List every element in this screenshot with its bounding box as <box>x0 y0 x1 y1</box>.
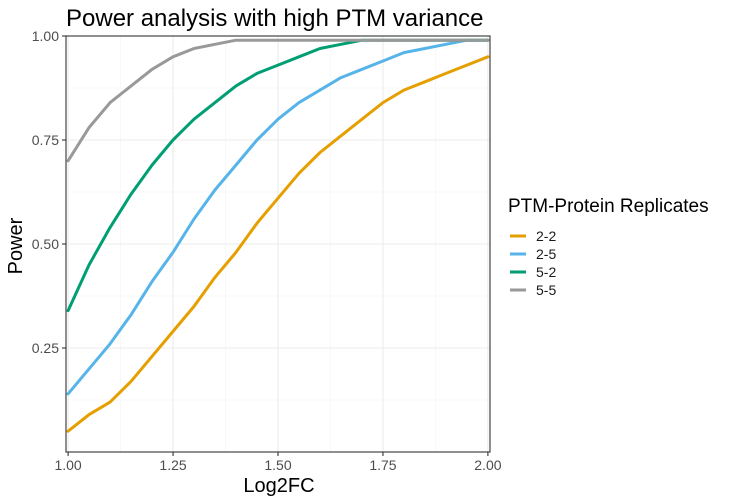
series-line-2-2 <box>66 55 490 433</box>
x-tick-label: 1.75 <box>369 457 396 473</box>
x-axis: 1.00 1.25 1.50 1.75 2.00 <box>54 452 502 473</box>
y-tick-label: 0.25 <box>32 340 59 356</box>
grid-lines <box>66 35 490 452</box>
x-axis-title: Log2FC <box>243 475 314 497</box>
legend-items: 2-2 2-5 5-2 5-5 <box>510 228 556 298</box>
legend-label-5-5: 5-5 <box>536 282 556 298</box>
legend-label-5-2: 5-2 <box>536 264 556 280</box>
x-tick-label: 1.00 <box>54 457 81 473</box>
y-tick-label: 0.75 <box>32 132 59 148</box>
chart-title: Power analysis with high PTM variance <box>66 5 484 32</box>
series-line-5-5 <box>66 38 490 163</box>
legend-title: PTM-Protein Replicates <box>508 196 709 217</box>
y-tick-label: 0.50 <box>32 236 59 252</box>
x-tick-label: 1.50 <box>264 457 291 473</box>
plot-panel <box>65 35 491 453</box>
series-line-2-5 <box>66 38 490 396</box>
y-tick-label: 1.00 <box>32 28 59 44</box>
legend-label-2-2: 2-2 <box>536 228 556 244</box>
x-tick-label: 1.25 <box>159 457 186 473</box>
y-axis-title: Power <box>5 217 27 274</box>
series-lines <box>66 38 490 433</box>
y-axis: 0.25 0.50 0.75 1.00 <box>32 28 66 356</box>
legend-label-2-5: 2-5 <box>536 246 556 262</box>
legend: PTM-Protein Replicates 2-2 2-5 5-2 5-5 <box>508 196 709 298</box>
x-tick-label: 2.00 <box>474 457 501 473</box>
